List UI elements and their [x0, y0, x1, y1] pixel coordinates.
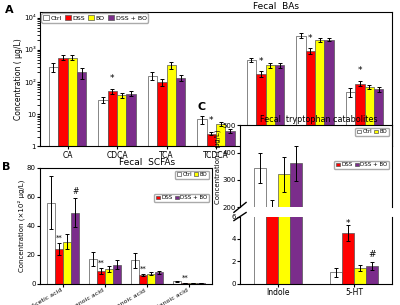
Bar: [97, 271, 105, 284]
Bar: [176, 78, 185, 305]
Text: **: **: [98, 260, 104, 266]
Bar: [189, 283, 197, 284]
Title: Fecal  BAs: Fecal BAs: [253, 2, 299, 11]
Bar: [108, 91, 117, 305]
Bar: [366, 266, 378, 284]
Bar: [290, 0, 302, 284]
Bar: [147, 274, 155, 284]
Text: *: *: [346, 219, 350, 228]
Bar: [342, 233, 354, 284]
Title: Fecal  tryptophan catabolites: Fecal tryptophan catabolites: [260, 115, 378, 124]
Text: #: #: [72, 187, 78, 196]
Bar: [47, 203, 55, 284]
Bar: [148, 76, 157, 305]
Bar: [256, 74, 266, 305]
Text: A: A: [5, 5, 14, 16]
Bar: [197, 283, 205, 284]
Bar: [166, 65, 176, 305]
Bar: [117, 95, 126, 305]
Title: Fecal  SCFAs: Fecal SCFAs: [118, 158, 175, 167]
Text: *: *: [308, 34, 312, 42]
Bar: [296, 36, 306, 305]
Y-axis label: Concentration ( µg/L): Concentration ( µg/L): [214, 129, 221, 203]
Bar: [58, 58, 68, 305]
Bar: [346, 92, 355, 305]
Bar: [330, 272, 342, 284]
Bar: [315, 40, 324, 305]
Bar: [306, 51, 315, 305]
Bar: [254, 0, 266, 284]
Bar: [63, 242, 71, 284]
Bar: [71, 213, 80, 284]
Text: *: *: [209, 117, 214, 125]
Text: *: *: [110, 74, 114, 83]
Text: **: **: [182, 274, 188, 281]
Legend: Ctrl, DSS, BO, DSS + BO: Ctrl, DSS, BO, DSS + BO: [41, 13, 148, 23]
Bar: [113, 265, 121, 284]
Bar: [49, 67, 58, 305]
Bar: [374, 89, 383, 305]
Text: *: *: [258, 57, 263, 66]
Bar: [216, 124, 225, 305]
Text: *: *: [358, 66, 362, 75]
Bar: [77, 73, 86, 305]
Bar: [131, 260, 139, 284]
Legend: DSS, DSS + BO: DSS, DSS + BO: [154, 194, 209, 202]
Bar: [364, 87, 374, 305]
Bar: [126, 94, 136, 305]
Bar: [266, 65, 275, 305]
Legend: DSS, DSS + BO: DSS, DSS + BO: [334, 161, 389, 169]
Bar: [278, 174, 290, 262]
Bar: [266, 207, 278, 262]
Bar: [55, 249, 63, 284]
Bar: [105, 269, 113, 284]
Y-axis label: Concentration ( µg/L): Concentration ( µg/L): [14, 38, 22, 120]
Bar: [172, 282, 181, 284]
Bar: [354, 268, 366, 284]
Bar: [89, 259, 97, 284]
Bar: [290, 163, 302, 262]
Bar: [355, 84, 364, 305]
Bar: [139, 275, 147, 284]
Bar: [157, 82, 166, 305]
Bar: [275, 65, 284, 305]
Bar: [324, 40, 334, 305]
Bar: [278, 0, 290, 284]
Bar: [181, 283, 189, 284]
Bar: [98, 100, 108, 305]
Bar: [68, 58, 77, 305]
Text: B: B: [2, 162, 10, 172]
Bar: [207, 134, 216, 305]
Text: **: **: [140, 265, 146, 271]
Bar: [247, 60, 256, 305]
Bar: [225, 131, 235, 305]
Y-axis label: Concentration (×10² µg/L): Concentration (×10² µg/L): [18, 180, 26, 272]
Bar: [266, 0, 278, 284]
Bar: [342, 261, 354, 262]
Bar: [155, 272, 163, 284]
Text: **: **: [56, 235, 62, 241]
Bar: [197, 119, 207, 305]
Text: C: C: [198, 102, 206, 112]
Bar: [254, 168, 266, 262]
Text: #: #: [368, 250, 376, 259]
